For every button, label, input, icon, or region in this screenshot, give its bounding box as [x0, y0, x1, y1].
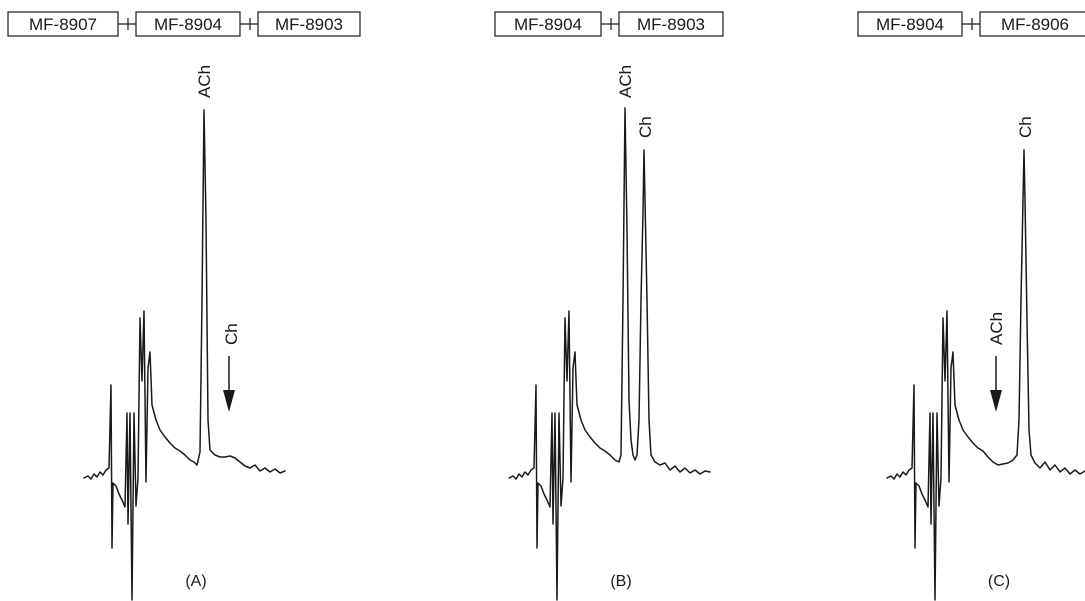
column-boxes-c: MF-8904 MF-8906 — [857, 11, 1085, 37]
arrow-down-icon — [223, 390, 235, 412]
column-box-2 — [618, 11, 724, 37]
chromatogram-svg-b: MF-8904 MF-8903 ACh Ch (B) — [494, 11, 724, 601]
trace-a — [83, 109, 286, 601]
column-boxes-b: MF-8904 MF-8903 — [494, 11, 724, 37]
peak-label-ach-b: ACh — [616, 65, 635, 98]
chromatogram-panel-c: MF-8904 MF-8906 ACh Ch (C) — [803, 0, 1085, 601]
column-box-1 — [7, 11, 119, 37]
column-connector-2 — [240, 18, 258, 30]
chromatogram-panel-a: MF-8907 MF-8904 MF-8903 ACh Ch (A) — [0, 0, 361, 601]
chromatogram-svg-a: MF-8907 MF-8904 MF-8903 ACh Ch (A) — [7, 11, 361, 601]
column-boxes-a: MF-8907 MF-8904 MF-8903 — [7, 11, 361, 37]
column-label-1: MF-8904 — [876, 15, 944, 34]
column-connector-1 — [118, 18, 136, 30]
peak-label-ach-c: ACh — [987, 312, 1006, 345]
peak-label-ch-a: Ch — [222, 323, 241, 345]
column-label-2: MF-8903 — [637, 15, 705, 34]
column-label-2: MF-8906 — [1001, 15, 1069, 34]
column-box-3 — [257, 11, 361, 37]
column-connector-1 — [962, 18, 980, 30]
peak-label-ch-b: Ch — [636, 116, 655, 138]
peak-label-ach-a: ACh — [195, 65, 214, 98]
chromatogram-svg-c: MF-8904 MF-8906 ACh Ch (C) — [857, 11, 1085, 601]
panel-label-a: (A) — [185, 573, 206, 590]
column-label-1: MF-8904 — [514, 15, 582, 34]
column-label-1: MF-8907 — [29, 15, 97, 34]
peak-label-ch-c: Ch — [1016, 116, 1035, 138]
panel-label-c: (C) — [988, 573, 1010, 590]
panel-label-b: (B) — [610, 573, 631, 590]
column-box-2 — [135, 11, 241, 37]
trace-c — [886, 149, 1085, 601]
chromatogram-panel-b: MF-8904 MF-8903 ACh Ch (B) — [425, 0, 725, 601]
trace-b — [508, 107, 711, 601]
column-label-3: MF-8903 — [275, 15, 343, 34]
arrow-down-icon — [990, 390, 1002, 412]
column-label-2: MF-8904 — [154, 15, 222, 34]
column-box-2 — [979, 11, 1085, 37]
column-connector-1 — [601, 18, 619, 30]
